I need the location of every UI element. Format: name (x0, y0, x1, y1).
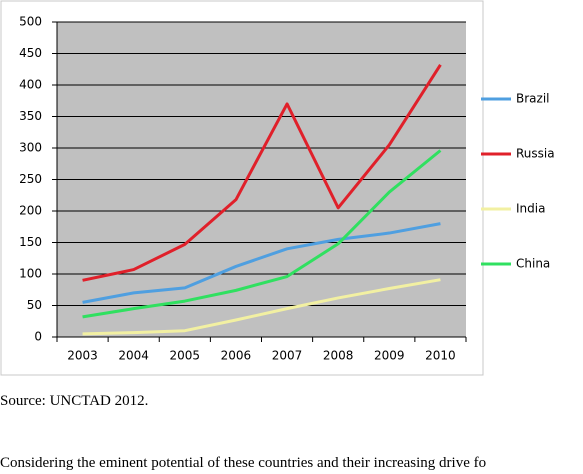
x-tick-label: 2006 (221, 349, 252, 363)
legend-label: Brazil (516, 92, 550, 106)
series-line (82, 64, 442, 282)
y-tick-label: 50 (27, 298, 42, 312)
y-tick-label: 0 (34, 330, 42, 344)
y-tick-label: 500 (19, 15, 42, 29)
x-tick-label: 2003 (67, 349, 98, 363)
y-tick-label: 250 (19, 172, 42, 186)
x-tick-label: 2010 (425, 349, 456, 363)
y-tick-label: 300 (19, 141, 42, 155)
series-line (82, 278, 441, 336)
body-text: Considering the eminent potential of the… (0, 455, 487, 471)
legend-label: China (516, 257, 550, 271)
series-line (82, 222, 441, 304)
series-line (82, 149, 442, 319)
y-tick-label: 350 (19, 109, 42, 123)
chart: 0 50 100 150 200 250 300 350 400 450 500 2003 2004 20… (0, 0, 555, 376)
legend-label: India (516, 202, 545, 216)
legend-label: Russia (516, 147, 555, 161)
y-tick-label: 100 (19, 267, 42, 281)
x-tick-label: 2004 (118, 349, 149, 363)
y-tick-label: 150 (19, 235, 42, 249)
x-tick-label: 2007 (272, 349, 303, 363)
y-tick-label: 400 (19, 78, 42, 92)
y-tick-label: 450 (19, 46, 42, 60)
x-tick-label: 2009 (374, 349, 405, 363)
x-tick-label: 2005 (170, 349, 201, 363)
source-note: Source: UNCTAD 2012. (0, 393, 149, 409)
y-tick-label: 200 (19, 204, 42, 218)
x-tick-label: 2008 (323, 349, 354, 363)
